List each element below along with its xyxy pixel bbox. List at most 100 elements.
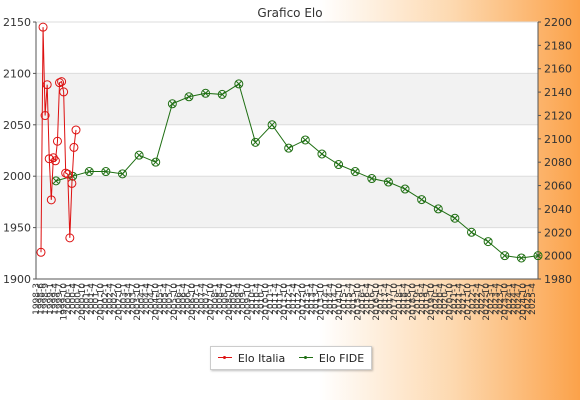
x-tick-label: 2004-7 — [147, 283, 157, 315]
point-elo-italia — [69, 142, 79, 152]
x-tick-label: 2006-4 — [179, 283, 189, 315]
point-elo-fide — [267, 120, 277, 130]
point-elo-fide — [234, 79, 244, 89]
right-tick-label: 2000 — [544, 250, 572, 263]
x-tick-label: 2022-4 — [473, 283, 483, 315]
right-tick-label: 2160 — [544, 63, 572, 76]
x-tick-label: 2017-10 — [390, 283, 400, 321]
point-cross-elo-fide — [152, 159, 159, 166]
point-elo-fide — [400, 184, 410, 194]
left-axis-ticks: 1900 1950 2000 2050 2100 2150 — [3, 16, 36, 286]
point-cross-elo-fide — [136, 152, 142, 159]
x-tick-label: 2024-7 — [514, 283, 524, 315]
point-elo-italia — [44, 154, 54, 164]
point-cross-elo-fide — [335, 161, 342, 168]
x-tick-label: 2008-4 — [216, 283, 226, 315]
left-tick-label: 2100 — [3, 67, 31, 80]
x-tick-label: 2002-10 — [115, 283, 125, 321]
right-tick-label: 1980 — [544, 273, 572, 286]
x-tick-label: 2016-4 — [363, 283, 373, 315]
right-axis-ticks: 1980 2000 2020 2040 2060 2080 2100 2120 2140 2160… — [538, 16, 572, 286]
point-elo-italia — [50, 156, 60, 166]
point-elo-fide — [417, 195, 427, 205]
point-cross-elo-fide — [518, 255, 525, 261]
x-tick-label: 2018-7 — [404, 283, 414, 315]
x-tick-label: 2011-10 — [280, 283, 290, 321]
point-elo-italia — [63, 169, 73, 179]
x-tick-label: 2014-1 — [321, 283, 331, 315]
x-tick-label: 2003-7 — [128, 283, 138, 315]
x-tick-label: 2005-4 — [161, 283, 171, 315]
x-tick-label: 2008-10 — [225, 283, 235, 321]
x-tick-label: 2018-1 — [395, 283, 405, 315]
point-cross-elo-fide — [402, 186, 408, 192]
legend-item-elo-italia: Elo Italia — [217, 351, 286, 365]
x-tick-label: 2003-10 — [133, 283, 143, 321]
x-tick-label: 2002-1 — [101, 283, 111, 315]
legend-label-elo-italia: Elo Italia — [237, 351, 286, 365]
point-cross-elo-fide — [53, 178, 59, 184]
point-cross-elo-fide — [418, 196, 425, 203]
x-tick-label: 2003-4 — [124, 283, 134, 315]
point-elo-italia — [46, 195, 56, 205]
x-tick-label: 2021-7 — [459, 283, 469, 315]
x-axis-date-ticks: 1998-31998-61998-91999-11999-41999-71999… — [32, 283, 538, 321]
right-tick-label: 2060 — [544, 180, 572, 193]
x-tick-label: 2003-1 — [119, 283, 129, 315]
x-tick-label: 2018-10 — [409, 283, 419, 321]
x-tick-label: 2024-1 — [505, 283, 515, 315]
x-tick-label: 2007-4 — [197, 283, 207, 315]
point-cross-elo-fide — [285, 145, 292, 152]
point-cross-elo-fide — [535, 252, 541, 259]
series-line-elo-italia — [40, 27, 77, 253]
right-tick-label: 2100 — [544, 133, 572, 146]
point-elo-fide — [250, 137, 260, 147]
x-tick-label: 2007-7 — [202, 283, 212, 315]
point-elo-fide — [84, 167, 94, 177]
point-elo-fide — [367, 174, 377, 184]
left-tick-label: 1950 — [3, 222, 31, 235]
right-tick-label: 2200 — [544, 16, 572, 29]
x-tick-label: 2025-4 — [528, 283, 538, 315]
point-elo-fide — [134, 150, 144, 160]
point-elo-fide — [317, 149, 327, 159]
x-tick-label: 2012-10 — [298, 283, 308, 321]
x-tick-label: 2010-4 — [252, 283, 262, 315]
x-tick-label: 2024-4 — [510, 283, 520, 315]
x-tick-label: 2024-10 — [519, 283, 529, 321]
x-tick-label: 2019-7 — [422, 283, 432, 315]
point-cross-elo-fide — [319, 151, 325, 157]
point-cross-elo-fide — [119, 171, 126, 177]
x-tick-label: 2012-7 — [294, 283, 304, 315]
x-tick-label: 2019-10 — [427, 283, 437, 321]
right-tick-label: 2120 — [544, 109, 572, 122]
legend-key-elo-italia — [217, 353, 232, 363]
point-elo-fide — [201, 88, 211, 98]
x-tick-label: 2001-7 — [92, 283, 102, 315]
x-tick-label: 2014-7 — [331, 283, 341, 315]
x-tick-label: 2011-4 — [271, 283, 281, 315]
x-tick-label: 2009-10 — [243, 283, 253, 321]
x-tick-label: 2020-1 — [432, 283, 442, 315]
x-tick-label: 2000-4 — [69, 283, 79, 315]
point-elo-italia — [67, 178, 77, 188]
x-tick-label: 2021-1 — [450, 283, 460, 315]
x-tick-label: 2005-10 — [170, 283, 180, 321]
x-tick-label: 2005-7 — [165, 283, 175, 315]
point-cross-elo-fide — [501, 252, 508, 259]
point-cross-elo-fide — [468, 229, 475, 236]
x-tick-label: 2010-10 — [262, 283, 272, 321]
series-elo-fide — [51, 79, 543, 263]
x-tick-label: 2007-1 — [193, 283, 203, 315]
point-elo-italia — [55, 78, 65, 88]
right-tick-label: 2020 — [544, 226, 572, 239]
x-tick-label: 2004-4 — [142, 283, 152, 315]
grid-band — [36, 73, 538, 125]
x-tick-label: 2001-4 — [87, 283, 97, 315]
x-tick-label: 2002-7 — [110, 283, 120, 315]
x-tick-label: 2016-7 — [367, 283, 377, 315]
point-elo-italia — [36, 247, 46, 257]
x-tick-label: 2008-1 — [211, 283, 221, 315]
x-tick-label: 1999-7 — [55, 283, 65, 315]
